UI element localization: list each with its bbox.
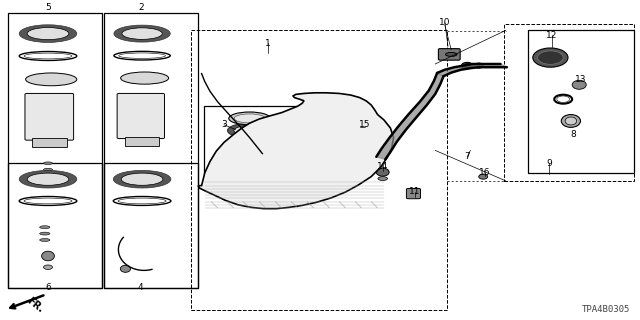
Ellipse shape [40,232,50,235]
Ellipse shape [229,112,271,125]
Ellipse shape [121,72,169,84]
Ellipse shape [119,53,165,58]
Text: FR.: FR. [25,295,45,315]
Text: 6: 6 [45,284,51,292]
Text: 3: 3 [221,120,227,129]
Ellipse shape [122,28,163,39]
Polygon shape [437,64,507,76]
Bar [32,138,67,147]
Text: 12: 12 [546,31,557,40]
Bar [528,30,634,173]
Bar [191,30,447,310]
Ellipse shape [378,177,388,180]
Text: 10: 10 [439,18,451,27]
Text: 13: 13 [575,76,587,84]
Ellipse shape [44,173,52,176]
Ellipse shape [27,173,69,185]
Polygon shape [376,73,444,159]
Ellipse shape [532,48,568,67]
Ellipse shape [445,52,457,56]
Ellipse shape [305,109,335,118]
Ellipse shape [40,239,50,241]
Bar [104,13,198,288]
Ellipse shape [122,173,163,185]
Ellipse shape [232,170,257,175]
Ellipse shape [118,198,166,204]
Ellipse shape [40,226,50,228]
Text: 2: 2 [138,4,143,12]
Ellipse shape [120,265,131,272]
Ellipse shape [113,170,171,188]
Text: 5: 5 [45,4,51,12]
Bar [204,106,298,174]
Ellipse shape [19,170,77,188]
Ellipse shape [463,64,471,68]
Ellipse shape [538,51,563,64]
Text: 1: 1 [265,39,270,48]
Text: 4: 4 [138,284,143,292]
Ellipse shape [300,107,341,120]
Ellipse shape [232,163,257,167]
FancyBboxPatch shape [406,188,420,199]
Ellipse shape [24,198,72,204]
FancyBboxPatch shape [117,93,164,139]
Ellipse shape [42,251,54,261]
Ellipse shape [557,96,570,102]
Ellipse shape [306,142,332,147]
Ellipse shape [26,73,77,86]
FancyBboxPatch shape [25,93,74,140]
Ellipse shape [479,174,488,179]
Ellipse shape [114,25,170,42]
Bar [8,13,102,288]
Ellipse shape [44,168,52,171]
Ellipse shape [228,123,275,138]
Text: 15: 15 [359,120,371,129]
Ellipse shape [19,25,77,43]
Text: 7: 7 [465,152,470,161]
Bar [125,137,159,146]
Ellipse shape [232,147,257,151]
Text: 11: 11 [409,188,420,196]
Ellipse shape [44,162,52,164]
Ellipse shape [474,63,483,68]
Ellipse shape [355,124,364,130]
Text: 14: 14 [377,162,388,171]
Ellipse shape [44,265,52,269]
Ellipse shape [376,168,389,176]
Text: 16: 16 [479,168,491,177]
Ellipse shape [561,115,580,127]
Ellipse shape [306,159,332,164]
Ellipse shape [572,80,586,89]
Ellipse shape [234,114,265,123]
Bar [8,163,102,288]
Ellipse shape [565,117,577,125]
Ellipse shape [305,132,332,140]
Polygon shape [198,93,394,209]
FancyBboxPatch shape [438,49,460,60]
Ellipse shape [232,155,257,159]
Text: TPA4B0305: TPA4B0305 [582,305,630,314]
Ellipse shape [232,147,271,152]
Ellipse shape [461,62,473,69]
Ellipse shape [27,28,69,40]
Text: 8: 8 [570,130,575,139]
Ellipse shape [24,53,72,59]
Ellipse shape [306,150,332,155]
Text: 9: 9 [547,159,552,168]
Bar [104,163,198,288]
Ellipse shape [231,137,258,145]
Ellipse shape [234,125,269,136]
Bar [504,24,634,181]
